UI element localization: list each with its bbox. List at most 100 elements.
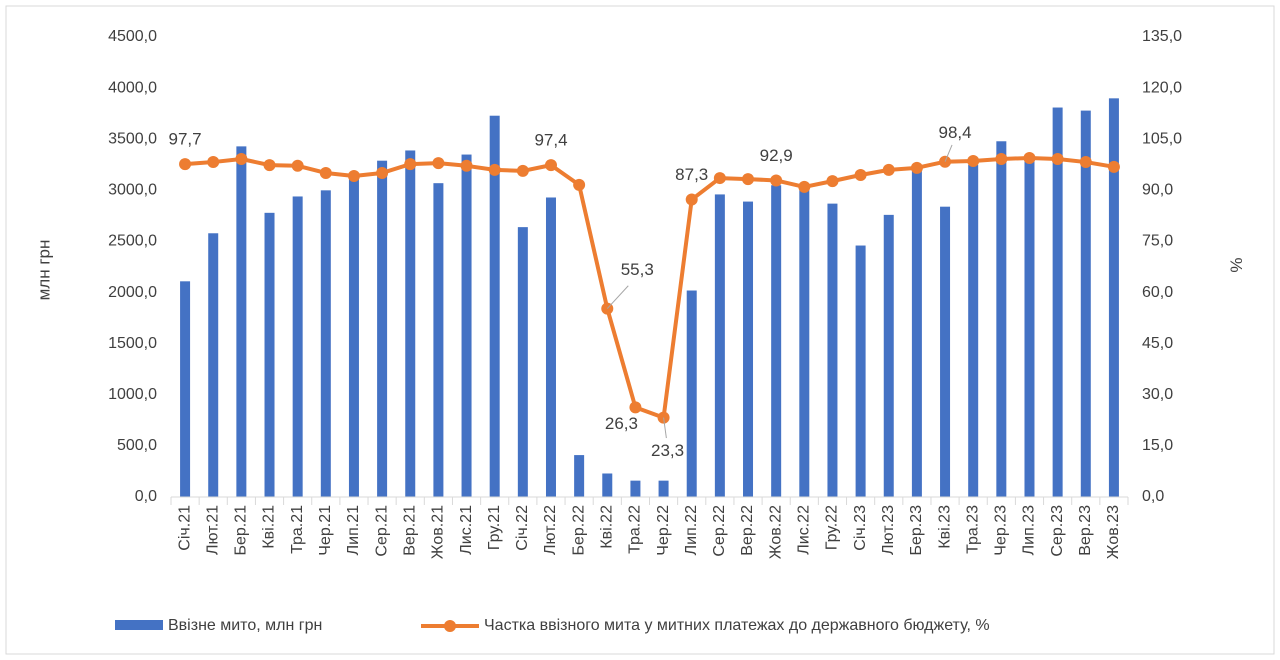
data-label: 97,7 xyxy=(169,130,202,149)
bar xyxy=(517,227,528,497)
x-tick-label: Чер.22 xyxy=(655,505,672,556)
x-tick-label: Лют.22 xyxy=(542,505,559,555)
line-marker xyxy=(516,164,529,177)
y-tick-label: 4500,0 xyxy=(108,28,157,45)
x-tick-label: Лип.22 xyxy=(683,505,700,555)
bar xyxy=(771,185,782,497)
bar xyxy=(461,154,472,498)
data-label: 98,4 xyxy=(938,123,971,142)
bar xyxy=(602,473,613,497)
bar xyxy=(940,206,951,497)
x-tick-label: Лют.21 xyxy=(204,505,221,555)
y2-tick-label: 105,0 xyxy=(1142,130,1182,147)
line-marker xyxy=(798,180,811,193)
bar xyxy=(208,233,219,497)
x-tick-label: Сер.22 xyxy=(711,505,728,557)
y-tick-label: 4000,0 xyxy=(108,79,157,96)
bar xyxy=(320,190,331,498)
x-tick-label: Тра.21 xyxy=(289,505,306,554)
x-tick-label: Жов.23 xyxy=(1105,505,1122,559)
bar xyxy=(855,245,866,497)
line-marker xyxy=(770,174,783,187)
line-marker xyxy=(1023,151,1036,164)
data-label: 97,4 xyxy=(534,131,567,150)
y-tick-label: 3500,0 xyxy=(108,130,157,147)
bar xyxy=(1052,107,1063,498)
line-marker xyxy=(291,159,304,172)
x-tick-label: Сер.21 xyxy=(373,505,390,557)
y2-tick-label: 45,0 xyxy=(1142,335,1173,352)
line-marker xyxy=(263,159,276,172)
x-tick-label: Кві.22 xyxy=(598,505,615,549)
y-tick-label: 3000,0 xyxy=(108,182,157,199)
line-marker xyxy=(967,155,980,168)
line-marker xyxy=(347,170,360,183)
bar xyxy=(968,164,979,497)
bar xyxy=(180,281,191,497)
x-tick-label: Вер.23 xyxy=(1077,505,1094,556)
bar xyxy=(1024,159,1035,497)
line-marker xyxy=(207,156,220,169)
bar xyxy=(686,290,697,497)
legend-swatch xyxy=(444,620,456,632)
y-tick-label: 2000,0 xyxy=(108,284,157,301)
line-marker xyxy=(404,158,417,171)
data-label: 23,3 xyxy=(651,441,684,460)
y2-tick-label: 90,0 xyxy=(1142,182,1173,199)
bar xyxy=(743,201,754,498)
data-label: 26,3 xyxy=(605,414,638,433)
y-tick-label: 500,0 xyxy=(117,437,157,454)
x-tick-label: Січ.22 xyxy=(514,505,531,551)
line-marker xyxy=(995,152,1008,165)
x-tick-label: Сер.23 xyxy=(1049,505,1066,557)
y2-tick-label: 30,0 xyxy=(1142,386,1173,403)
legend-label: Ввізне мито, млн грн xyxy=(168,617,322,634)
line-marker xyxy=(882,163,895,176)
line-marker xyxy=(713,172,726,185)
bar xyxy=(658,480,669,497)
data-label: 87,3 xyxy=(675,165,708,184)
line-marker xyxy=(319,166,332,179)
y2-tick-label: 120,0 xyxy=(1142,79,1182,96)
y-axis-title: млн грн xyxy=(34,240,53,301)
y-tick-label: 2500,0 xyxy=(108,233,157,250)
y2-axis-title: % xyxy=(1227,257,1246,272)
x-tick-label: Лис.21 xyxy=(458,505,475,555)
y2-tick-label: 0,0 xyxy=(1142,488,1164,505)
line-marker xyxy=(573,178,586,191)
x-tick-label: Бер.22 xyxy=(570,505,587,556)
bar xyxy=(574,455,585,497)
x-tick-label: Жов.21 xyxy=(430,505,447,559)
x-tick-label: Кві.23 xyxy=(936,505,953,549)
bar xyxy=(996,141,1007,497)
x-tick-label: Жов.22 xyxy=(767,505,784,559)
y-tick-label: 0,0 xyxy=(135,488,157,505)
x-tick-label: Вер.21 xyxy=(401,505,418,556)
line-marker xyxy=(910,161,923,174)
y2-tick-label: 60,0 xyxy=(1142,284,1173,301)
x-tick-label: Бер.23 xyxy=(908,505,925,556)
bar xyxy=(377,160,388,497)
bar xyxy=(545,197,556,497)
data-label: 55,3 xyxy=(621,260,654,279)
y2-tick-label: 15,0 xyxy=(1142,437,1173,454)
line-marker xyxy=(376,166,389,179)
bar xyxy=(630,480,641,497)
bar xyxy=(433,183,444,497)
bar xyxy=(236,146,247,497)
bar xyxy=(1080,110,1091,497)
leader-line xyxy=(944,144,953,162)
legend-label: Частка ввізного мита у митних платежах д… xyxy=(484,617,990,634)
bar xyxy=(883,214,894,497)
leader-line xyxy=(663,417,667,439)
x-tick-label: Вер.22 xyxy=(739,505,756,556)
line-marker xyxy=(854,169,867,181)
data-label: 92,9 xyxy=(760,146,793,165)
line-marker xyxy=(1107,160,1120,173)
line-marker xyxy=(432,157,445,170)
bar xyxy=(348,177,359,498)
line-marker xyxy=(826,175,839,188)
bar xyxy=(911,169,922,497)
x-tick-label: Бер.21 xyxy=(233,505,250,556)
